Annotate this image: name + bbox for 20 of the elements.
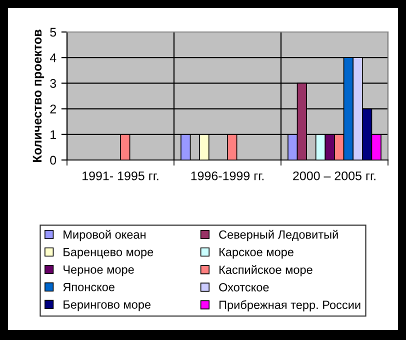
legend-label: Мировой океан xyxy=(64,230,146,242)
y-tick-label: 3 xyxy=(50,79,56,88)
legend-label: Карское море xyxy=(220,248,294,259)
legend-label: Баренцево море xyxy=(64,248,154,259)
x-tick-label: 2000 – 2005 гг. xyxy=(293,171,376,180)
legend-label: Прибрежная терр. России xyxy=(219,300,360,312)
y-tick-label: 0 xyxy=(50,156,56,165)
y-axis-title: Количество проектов xyxy=(32,30,44,162)
x-tick-label: 1996-1999 гг. xyxy=(191,171,264,180)
legend-label: Северный Ледовитый xyxy=(219,230,338,242)
y-tick-label: 5 xyxy=(50,28,56,37)
y-tick-label: 2 xyxy=(50,104,56,114)
legend-label: Охотское xyxy=(219,283,269,292)
y-tick-label: 4 xyxy=(50,54,56,62)
y-tick-label: 1 xyxy=(50,130,56,139)
legend-label: Берингово море xyxy=(64,300,151,312)
legend-label: Японское xyxy=(63,282,114,292)
legend-label: Каспийское море xyxy=(220,265,312,276)
legend-label: Черное море xyxy=(64,265,134,276)
x-tick-label: 1991- 1995 гг. xyxy=(82,171,158,180)
